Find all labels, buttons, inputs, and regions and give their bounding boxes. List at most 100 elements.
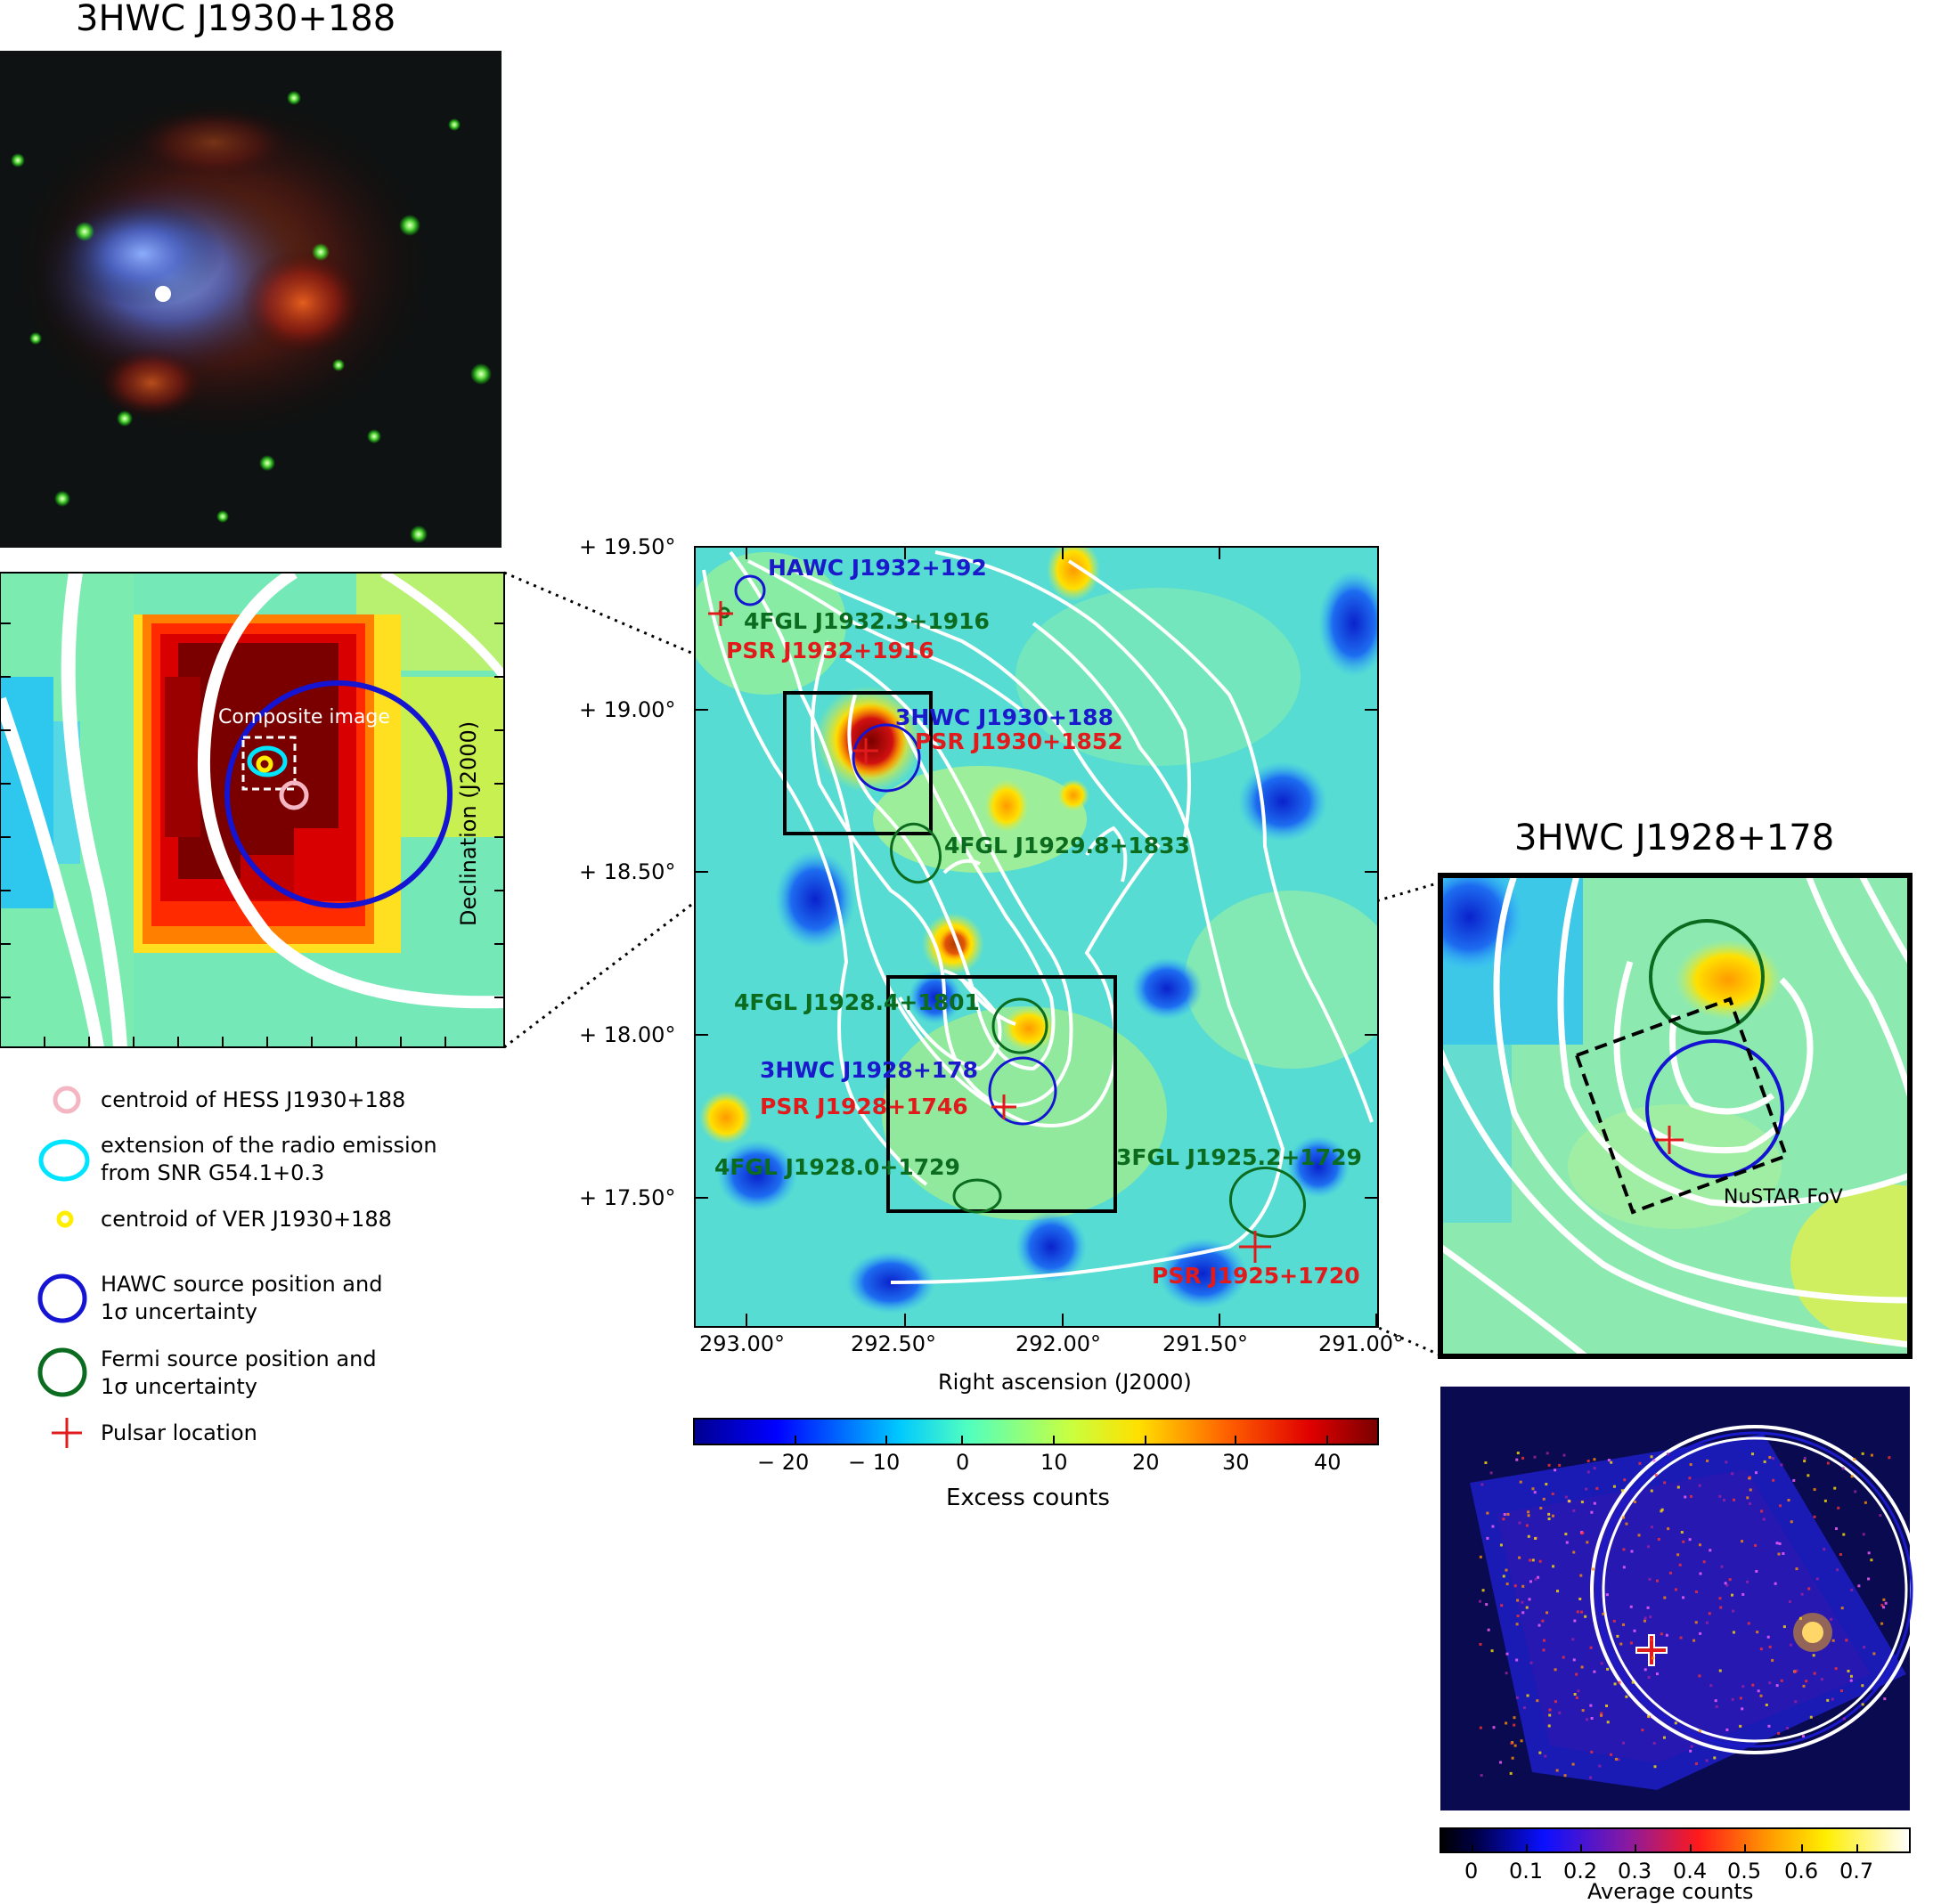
noise-speck (1760, 1509, 1764, 1513)
noise-speck (1741, 1592, 1745, 1596)
noise-speck (1622, 1548, 1626, 1551)
noise-speck (1518, 1521, 1521, 1525)
cb-main-tick: 10 (1040, 1450, 1068, 1475)
cb-main-tick: − 10 (848, 1450, 901, 1475)
noise-speck (1870, 1558, 1873, 1562)
noise-speck (1688, 1538, 1692, 1542)
noise-speck (1653, 1765, 1657, 1769)
y-tick: + 17.50° (579, 1185, 676, 1210)
noise-speck (1646, 1545, 1650, 1549)
noise-speck (1551, 1493, 1554, 1496)
noise-speck (1538, 1559, 1542, 1563)
noise-speck (1702, 1560, 1706, 1564)
noise-speck (1516, 1452, 1520, 1455)
zoom-panel (0, 573, 504, 1047)
noise-speck (1547, 1463, 1551, 1467)
noise-speck (1749, 1476, 1752, 1479)
noise-speck (1655, 1672, 1659, 1676)
noise-speck (1586, 1718, 1589, 1721)
composite-image-label: Composite image (218, 706, 390, 728)
noise-speck (1555, 1769, 1559, 1772)
legend-item: centroid of VER J1930+188 (101, 1206, 392, 1233)
noise-speck (1834, 1667, 1838, 1671)
noise-speck (1883, 1697, 1887, 1701)
cb-nu-tick: 0.2 (1563, 1859, 1598, 1884)
noise-speck (1754, 1543, 1758, 1547)
noise-speck (1499, 1761, 1503, 1764)
noise-speck (1718, 1597, 1722, 1600)
cb-main-tick: 0 (956, 1450, 970, 1475)
y-tick: + 18.50° (579, 859, 676, 884)
noise-speck (1542, 1497, 1546, 1501)
cb-nu-tick: 0.7 (1839, 1859, 1874, 1884)
noise-speck (1521, 1584, 1525, 1588)
noise-speck (1547, 1512, 1551, 1516)
noise-speck (1590, 1510, 1594, 1514)
noise-speck (1739, 1724, 1742, 1728)
noise-speck (1625, 1695, 1628, 1698)
noise-speck (1487, 1628, 1490, 1631)
noise-speck (1586, 1541, 1589, 1544)
noise-speck (1842, 1533, 1846, 1536)
noise-speck (1600, 1662, 1603, 1665)
noise-speck (1547, 1518, 1551, 1521)
noise-speck (1790, 1520, 1793, 1524)
noise-speck (1756, 1631, 1759, 1634)
noise-speck (1706, 1459, 1709, 1462)
noise-speck (1612, 1619, 1616, 1623)
noise-speck (1485, 1603, 1488, 1607)
noise-speck (1805, 1680, 1808, 1683)
noise-speck (1777, 1731, 1781, 1735)
noise-speck (1662, 1736, 1666, 1739)
label-3hwc-j1930: 3HWC J1930+188 (895, 704, 1113, 730)
noise-speck (1576, 1610, 1579, 1614)
noise-speck (1572, 1658, 1576, 1662)
noise-speck (1586, 1470, 1590, 1474)
noise-speck (1657, 1537, 1660, 1541)
noise-speck (1807, 1587, 1811, 1591)
noise-speck (1565, 1541, 1569, 1544)
noise-speck (1546, 1452, 1549, 1455)
noise-speck (1598, 1764, 1602, 1768)
noise-speck (1857, 1584, 1861, 1588)
noise-speck (1515, 1458, 1519, 1461)
noise-speck (1792, 1478, 1796, 1482)
noise-speck (1766, 1635, 1770, 1639)
noise-speck (1580, 1501, 1584, 1504)
noise-speck (1481, 1589, 1485, 1592)
noise-speck (1526, 1694, 1529, 1697)
noise-speck (1854, 1490, 1857, 1493)
cb-nu-tick: 0.1 (1509, 1859, 1544, 1884)
noise-speck (1650, 1489, 1653, 1493)
noise-speck (1778, 1542, 1782, 1545)
noise-speck (1720, 1565, 1724, 1568)
noise-speck (1515, 1658, 1519, 1662)
noise-speck (1643, 1668, 1647, 1672)
noise-speck (1801, 1735, 1805, 1738)
noise-speck (1840, 1607, 1844, 1610)
noise-speck (1548, 1713, 1552, 1717)
noise-speck (1709, 1684, 1713, 1688)
noise-speck (1652, 1741, 1656, 1745)
label-psr-j1925: PSR J1925+1720 (1152, 1263, 1360, 1289)
noise-speck (1698, 1484, 1701, 1487)
noise-speck (1542, 1648, 1546, 1652)
noise-speck (1537, 1575, 1540, 1579)
right-panel-title: 3HWC J1928+178 (1514, 818, 1835, 858)
noise-speck (1592, 1567, 1595, 1571)
noise-speck (1732, 1498, 1735, 1501)
legend-text: from SNR G54.1+0.3 (101, 1160, 325, 1185)
noise-speck (1732, 1631, 1735, 1634)
noise-speck (1841, 1467, 1845, 1470)
noise-speck (1809, 1715, 1813, 1719)
noise-speck (1579, 1574, 1583, 1577)
noise-speck (1571, 1762, 1575, 1766)
noise-speck (1614, 1757, 1618, 1761)
main-map (695, 547, 1378, 1327)
noise-speck (1676, 1485, 1680, 1489)
noise-speck (1544, 1754, 1547, 1758)
noise-speck (1602, 1612, 1605, 1615)
cb-main-label: Excess counts (946, 1485, 1110, 1511)
noise-speck (1795, 1567, 1798, 1571)
noise-speck (1536, 1699, 1539, 1703)
